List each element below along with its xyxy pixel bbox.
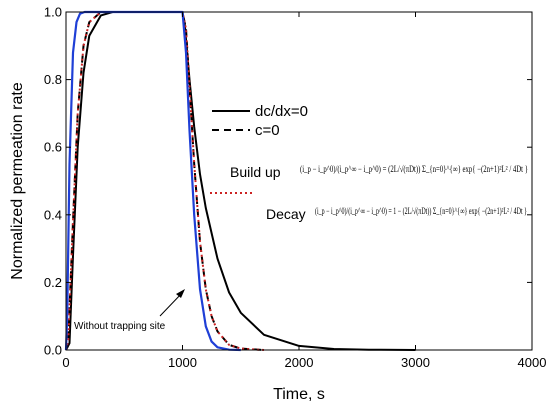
trap-arrowhead (176, 289, 185, 298)
ticks-layer: 0 1000 2000 3000 4000 0.0 0.2 0.4 0.6 0.8 1.0 (44, 5, 547, 371)
y-tick-label: 1.0 (44, 5, 62, 20)
y-tick-label: 0.2 (44, 275, 62, 290)
trap-label: Without trapping site (74, 321, 166, 332)
x-tick-label: 0 (62, 355, 69, 370)
decay-formula: (i_p − i_p^0)/(i_p^∞ − i_p^0) = 1 − (2L/… (315, 206, 527, 216)
x-tick-label: 2000 (285, 355, 314, 370)
y-tick-label: 0.8 (44, 72, 62, 87)
x-axis-title: Time, s (273, 386, 325, 403)
y-tick-label: 0.0 (44, 343, 62, 358)
y-tick-label: 0.4 (44, 207, 62, 222)
legend-label-dashed: c=0 (255, 122, 280, 139)
buildup-formula: (i_p − i_p^0)/(i_p^∞ − i_p^0) = (2L/√(πD… (300, 164, 528, 174)
y-axis-title: Normalized permeation rate (9, 82, 26, 280)
x-tick-label: 1000 (168, 355, 197, 370)
decay-label: Decay (266, 206, 306, 222)
x-tick-label: 4000 (518, 355, 547, 370)
legend: dc/dx=0 c=0 (212, 103, 308, 139)
buildup-label: Build up (230, 164, 281, 180)
x-tick-label: 3000 (401, 355, 430, 370)
y-tick-label: 0.6 (44, 140, 62, 155)
series-line-0 (65, 11, 416, 351)
legend-label-solid: dc/dx=0 (255, 103, 308, 120)
